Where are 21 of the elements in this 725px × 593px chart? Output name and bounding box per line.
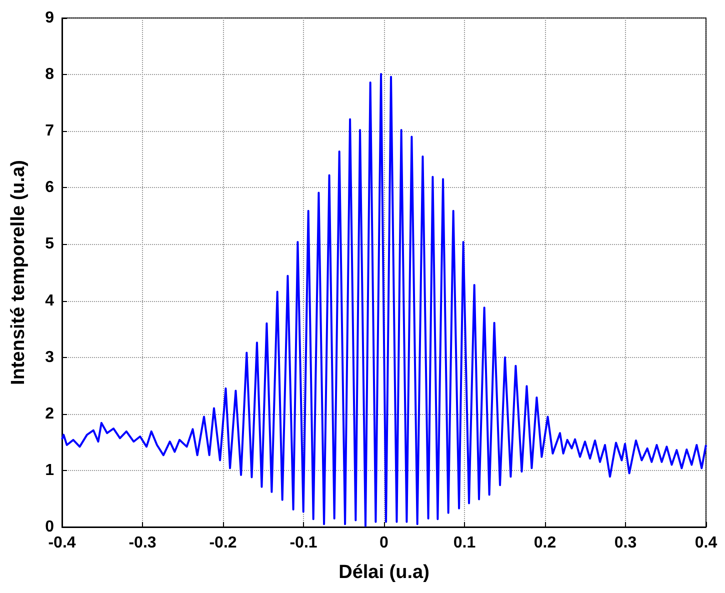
x-tick-label: 0.1 bbox=[453, 534, 476, 552]
y-tick-label: 6 bbox=[45, 179, 54, 196]
y-tick-label: 0 bbox=[45, 518, 54, 536]
x-tick-label: 0.4 bbox=[694, 534, 718, 552]
y-tick-label: 3 bbox=[45, 348, 54, 366]
y-tick-label: 2 bbox=[45, 405, 54, 422]
y-tick-label: 7 bbox=[45, 122, 54, 140]
x-tick-label: 0.2 bbox=[534, 534, 556, 552]
x-tick-label: -0.4 bbox=[48, 534, 76, 552]
x-tick-label: -0.2 bbox=[209, 534, 237, 552]
y-tick-label: 8 bbox=[45, 66, 54, 84]
y-tick-label: 9 bbox=[45, 10, 54, 26]
y-tick-label: 4 bbox=[45, 292, 54, 310]
y-tick-label: 1 bbox=[45, 462, 54, 479]
x-axis-title: Délai (u.a) bbox=[338, 562, 430, 583]
x-tick-label: 0.3 bbox=[614, 534, 637, 552]
x-tick-label: -0.1 bbox=[290, 534, 318, 552]
x-tick-label: 0 bbox=[380, 534, 389, 552]
x-tick-label: -0.3 bbox=[128, 534, 156, 552]
y-tick-label: 5 bbox=[45, 236, 54, 253]
y-axis-title: Intensité temporelle (u.a) bbox=[8, 160, 29, 385]
